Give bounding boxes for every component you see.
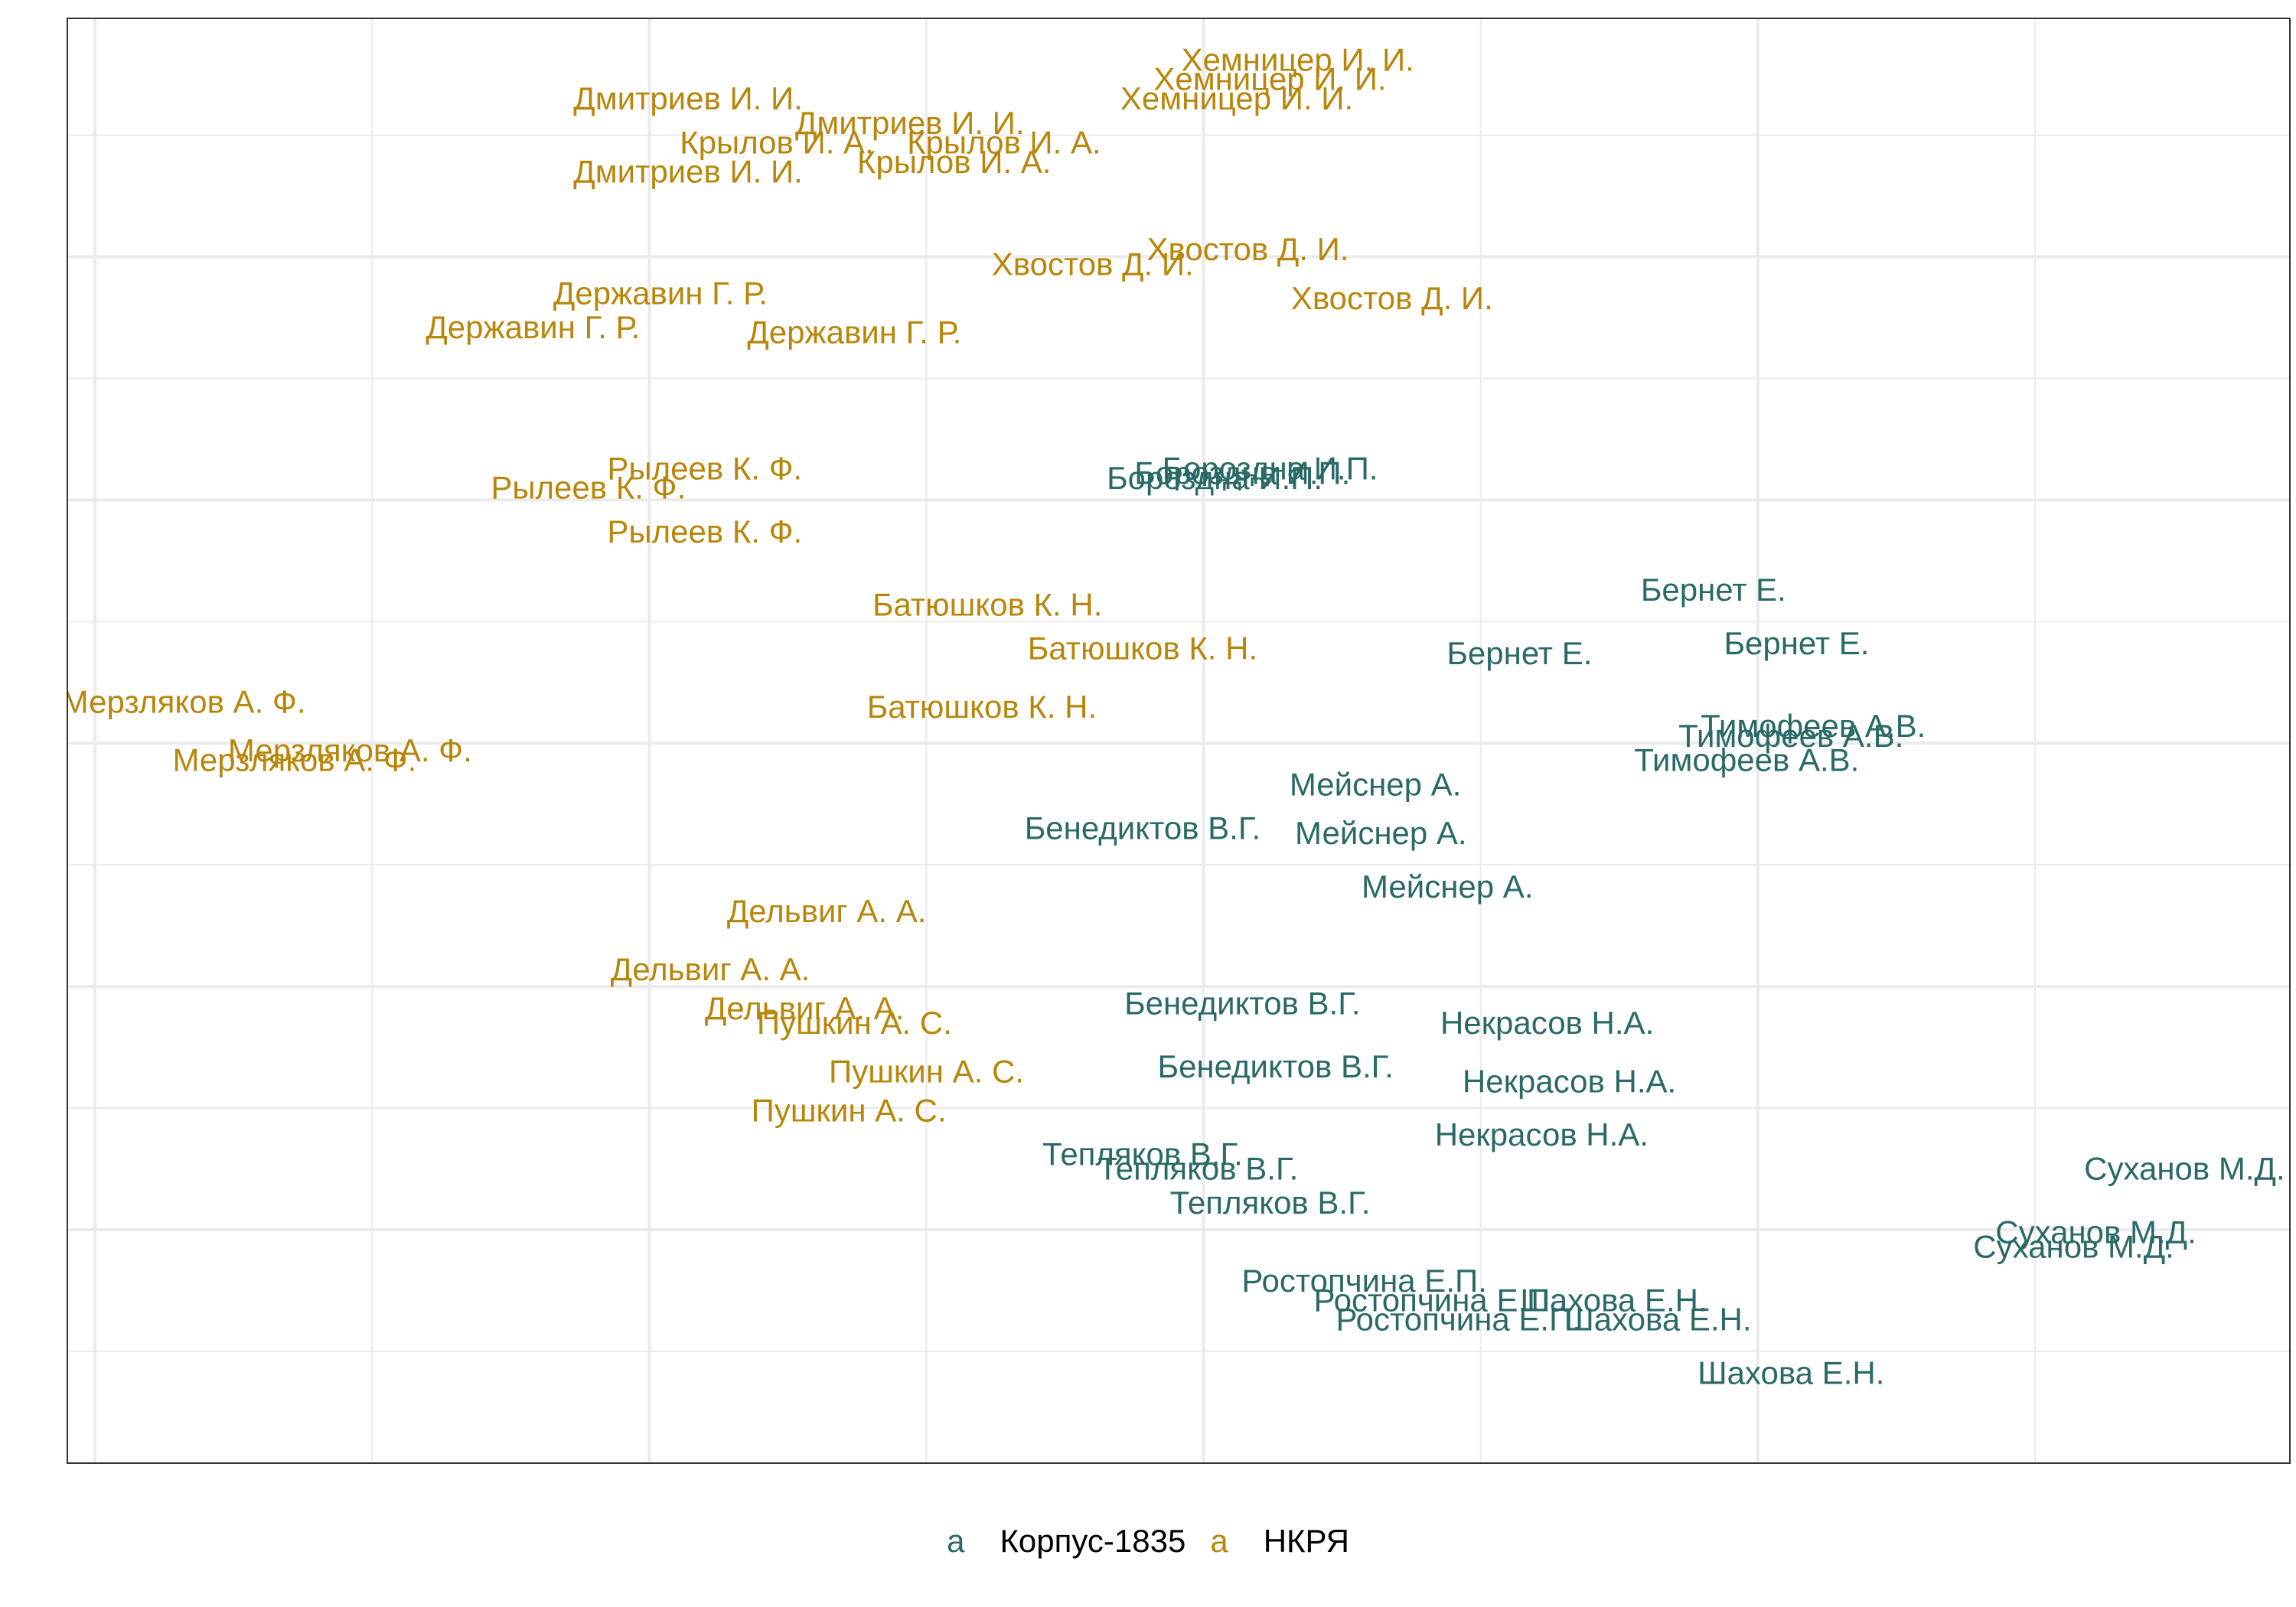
point-label: Пушкин А. С. xyxy=(829,1054,1024,1090)
point-label: Дельвиг А. А. xyxy=(727,893,927,929)
point-label: Тепляков В.Г. xyxy=(1170,1185,1371,1221)
point-label: Тимофеев А.В. xyxy=(1634,742,1859,778)
point-label: Дмитриев И. И. xyxy=(795,105,1025,141)
point-label: Мейснер А. xyxy=(1295,815,1467,851)
plot-grid xyxy=(67,18,2290,1463)
point-label: Мерзляков А. Ф. xyxy=(62,683,306,719)
legend-key-nkrya: a xyxy=(1210,1523,1228,1559)
point-label: Ростопчина Е.П. xyxy=(1336,1302,1581,1338)
point-label: Батюшков К. Н. xyxy=(867,689,1097,725)
point-label: Державин Г. Р. xyxy=(747,314,961,350)
point-label: Бернет Е. xyxy=(1641,572,1786,608)
point-label: Ростопчина Е.П. xyxy=(1241,1263,1487,1299)
point-label: Шахова Е.Н. xyxy=(1698,1355,1884,1391)
point-label: Крылов И. А. xyxy=(907,124,1101,160)
point-label: Хемницер И. И. xyxy=(1182,41,1414,77)
legend-item-nkrya: a НКРЯ xyxy=(1210,1523,1349,1560)
legend-label-nkrya: НКРЯ xyxy=(1263,1523,1349,1559)
point-label: Дельвиг А. А. xyxy=(705,990,905,1026)
point-label: Тепляков В.Г. xyxy=(1042,1136,1243,1172)
point-label: Шахова Е.Н. xyxy=(1564,1302,1751,1338)
point-label: Бенедиктов В.Г. xyxy=(1158,1048,1394,1084)
point-label: Крылов И. А. xyxy=(680,124,874,160)
point-label: Бенедиктов В.Г. xyxy=(1124,986,1360,1022)
point-label: Суханов М.Д. xyxy=(1973,1228,2174,1264)
point-label: Хемницер И. И. xyxy=(1120,80,1353,116)
point-label: Хвостов Д. И. xyxy=(1291,280,1493,316)
point-label: Хвостов Д. И. xyxy=(992,246,1194,282)
point-label: Бенедиктов В.Г. xyxy=(1025,810,1261,846)
legend-key-corpus-1835: a xyxy=(947,1523,965,1559)
point-label: Батюшков К. Н. xyxy=(872,586,1102,622)
point-label: Суханов М.Д. xyxy=(1995,1214,2197,1250)
point-label: Бороздна И.П. xyxy=(1163,450,1378,486)
point-labels: Бороздна И.П.Бороздна И.П.Бороздна И.П. Б… xyxy=(62,41,2285,1391)
point-label: Державин Г. Р. xyxy=(426,309,640,345)
point-label: Пушкин А. С. xyxy=(757,1005,952,1041)
point-label: Державин Г. Р. xyxy=(553,275,768,311)
legend-label-corpus-1835: Корпус-1835 xyxy=(1000,1523,1186,1559)
point-label: Бернет Е. xyxy=(1446,635,1592,671)
point-label: Мейснер А. xyxy=(1290,766,1462,802)
point-label: Некрасов Н.А. xyxy=(1440,1005,1654,1041)
point-label: Тепляков В.Г. xyxy=(1097,1151,1298,1187)
panel-border xyxy=(67,18,2291,1464)
point-label: Некрасов Н.А. xyxy=(1435,1116,1649,1152)
point-label: Суханов М.Д. xyxy=(2084,1151,2285,1187)
point-label: Хвостов Д. И. xyxy=(1147,231,1349,267)
point-label: Рылеев К. Ф. xyxy=(607,450,802,486)
point-label: Рылеев К. Ф. xyxy=(607,513,802,549)
point-label: Бороздна И.П. xyxy=(1107,460,1322,496)
point-label: Крылов И. А. xyxy=(857,144,1052,180)
point-label: Дмитриев И. И. xyxy=(573,154,803,190)
point-label: Бернет Е. xyxy=(1724,625,1869,661)
point-label: Дмитриев И. И. xyxy=(573,80,803,116)
point-label: Хемницер И. И. xyxy=(1153,61,1386,97)
point-label: Тимофеев А.В. xyxy=(1701,708,1926,744)
point-label: Батюшков К. Н. xyxy=(1028,630,1257,666)
point-label: Бороздна И.П. xyxy=(1134,455,1350,491)
point-label: Тимофеев А.В. xyxy=(1678,718,1903,754)
point-label: Пушкин А. С. xyxy=(752,1092,947,1128)
point-label: Мерзляков А. Ф. xyxy=(172,742,416,778)
point-label: Мерзляков А. Ф. xyxy=(228,732,472,768)
point-label: Некрасов Н.А. xyxy=(1463,1063,1676,1099)
point-label: Мейснер А. xyxy=(1362,869,1534,905)
legend: a Корпус-1835 a НКРЯ xyxy=(0,1523,2296,1560)
point-label: Шахова Е.Н. xyxy=(1520,1282,1707,1318)
point-label: Дельвиг А. А. xyxy=(611,951,810,987)
point-label: Ростопчина Е.П. xyxy=(1313,1282,1559,1318)
point-label: Рылеев К. Ф. xyxy=(491,470,686,506)
legend-item-corpus-1835: a Корпус-1835 xyxy=(947,1523,1186,1560)
